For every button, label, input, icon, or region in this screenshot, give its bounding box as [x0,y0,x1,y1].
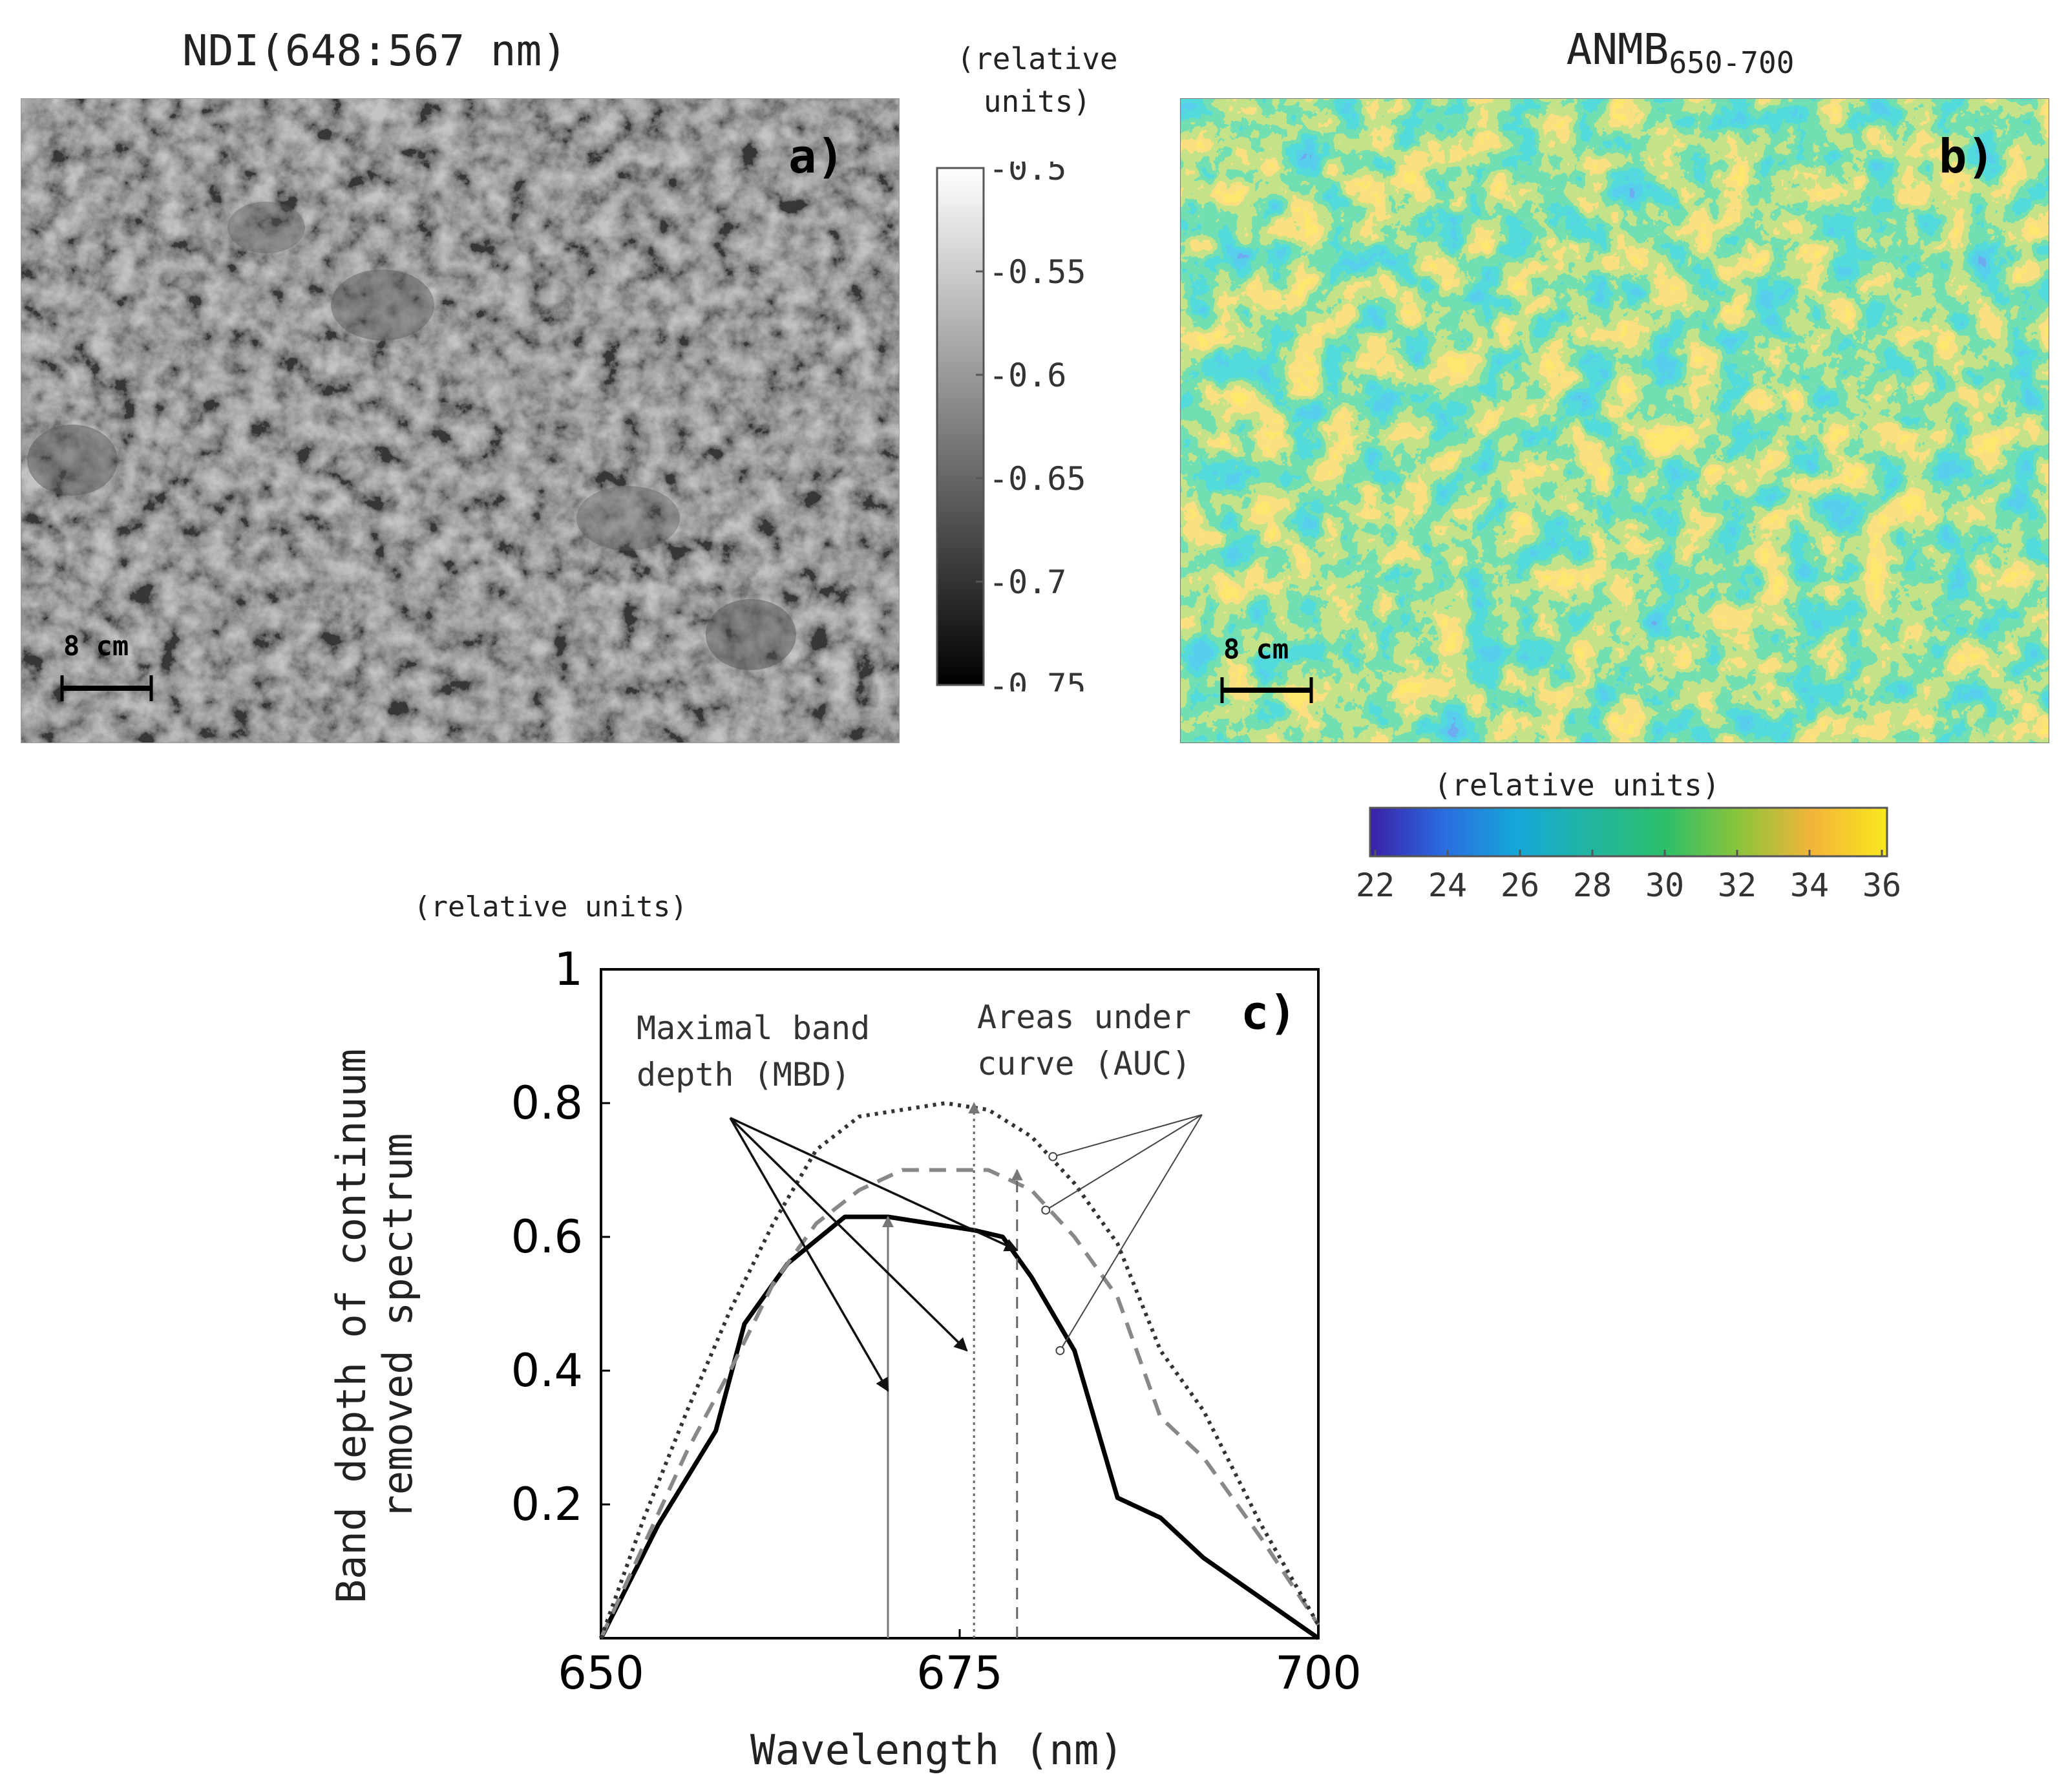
annotation-mbd: Maximal band depth (MBD) [637,1009,870,1093]
panel-c-unit-label: (relative units) [414,891,688,923]
panel-b-title-main: ANMB [1566,25,1669,74]
colorbar-a-tick-label: -0.5 [989,162,1066,187]
mbd-pointer-arrow [729,1117,889,1392]
mbd-pointer-arrow [729,1117,968,1352]
x-tick-label: 675 [916,1647,1003,1700]
panel-b-colorbar: 22 24 26 28 30 32 34 36 [1356,806,1901,904]
panel-b-colorbar-unit: (relative units) [1433,768,1720,803]
x-tick-label: 700 [1275,1647,1362,1700]
colorbar-a-tick-label: -0.7 [989,564,1066,601]
colorbar-b-tick-label: 34 [1790,867,1829,904]
panel-b-image [1180,98,2049,743]
auc-pointer-dot [1055,1345,1065,1355]
y-tick-label: 0.2 [511,1478,583,1531]
y-tick-label: 0.6 [511,1210,583,1263]
colorbar-b-tick-label: 24 [1428,867,1467,904]
colorbar-b-tick-label: 30 [1645,867,1684,904]
panel-a-image [21,98,900,743]
colorbar-a-gradient [936,167,985,686]
colorbar-a-tick-label: -0.6 [989,357,1066,394]
colorbar-b-tick-label: 26 [1501,867,1539,904]
auc-pointer-line [1045,1114,1203,1211]
chart-c: 650 675 700 0.2 0.4 0.6 0.8 1 [511,943,1362,1700]
auc-pointer-dot [1048,1152,1058,1161]
colorbar-b-tick-label: 22 [1356,867,1395,904]
auc-pointer-line [1053,1114,1203,1157]
panel-b-label: b) [1939,129,1995,184]
panel-a-scalebar [60,675,153,701]
series-line-solid [598,1214,1320,1640]
colorbar-b-tick-label: 36 [1862,867,1901,904]
colorbar-a-tick-label: -0.55 [989,253,1086,291]
y-tick-label: 0.8 [511,1077,583,1130]
panel-b-title-sub: 650-700 [1669,45,1795,81]
x-tick-label: 650 [558,1647,644,1700]
panel-b-title: ANMB650-700 [1454,25,1906,80]
colorbar-b-tick-label: 32 [1718,867,1757,904]
colorbar-a-tick-label: -0.65 [989,460,1086,498]
panel-a-label: a) [788,129,845,184]
panel-c-label: c) [1241,986,1297,1040]
panel-b-scalebar-label: 8 cm [1223,633,1289,665]
colorbar-b-gradient [1369,806,1888,858]
colorbar-a-tick-label: -0.75 [989,667,1086,691]
panel-a-colorbar: -0.5 -0.55 -0.6 -0.65 -0.7 -0.75 [936,162,1086,691]
panel-a-colorbar-unit: (relative units) [956,41,1118,119]
annotation-auc: Areas under curve (AUC) [977,998,1192,1082]
colorbar-b-tick-label: 28 [1573,867,1612,904]
y-tick-label: 1 [554,943,583,996]
panel-a-scalebar-label: 8 cm [63,630,129,662]
panel-a-title: NDI(648:567 nm) [182,26,568,76]
auc-pointer-line [1059,1114,1203,1351]
series-line-dashed [599,1168,1320,1639]
mbd-pointer-arrow [730,1117,1018,1252]
auc-pointer-dot [1041,1205,1051,1215]
series-line-dotted [599,1101,1320,1639]
y-tick-label: 0.4 [511,1344,583,1397]
chart-xlabel: Wavelength (nm) [750,1727,1124,1775]
panel-b-scalebar [1220,677,1313,703]
